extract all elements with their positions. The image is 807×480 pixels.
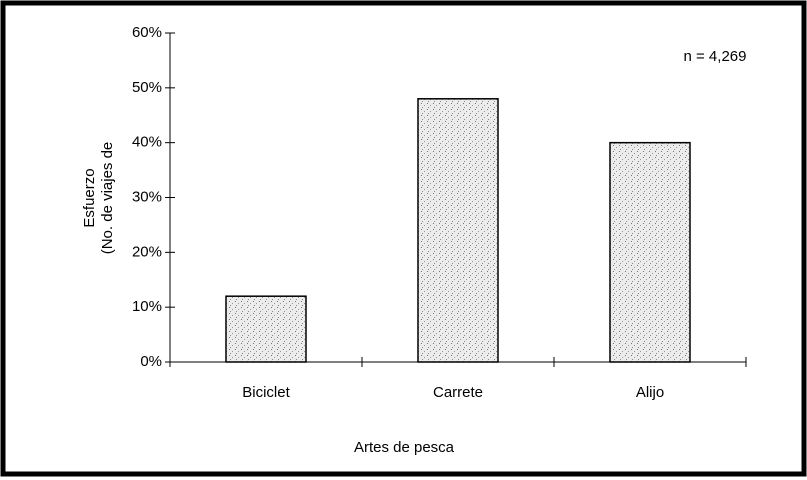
- y-tick-label: 40%: [132, 134, 162, 151]
- y-tick-label: 0%: [140, 353, 162, 370]
- y-axis-label: (No. de viajes de: [99, 142, 116, 255]
- annotation: n = 4,269: [684, 48, 747, 65]
- x-axis-label: Artes de pesca: [354, 439, 455, 456]
- x-tick-label: Carrete: [433, 384, 483, 401]
- y-tick-label: 10%: [132, 298, 162, 315]
- bar: [417, 98, 499, 363]
- bar: [225, 295, 307, 363]
- x-tick-label: Alijo: [636, 384, 664, 401]
- y-tick-label: 50%: [132, 79, 162, 96]
- x-tick-label: Biciclet: [242, 384, 290, 401]
- y-axis-label: Esfuerzo: [81, 168, 98, 227]
- y-tick-label: 60%: [132, 24, 162, 41]
- y-tick-label: 20%: [132, 243, 162, 260]
- bar: [609, 141, 691, 363]
- y-tick-label: 30%: [132, 188, 162, 205]
